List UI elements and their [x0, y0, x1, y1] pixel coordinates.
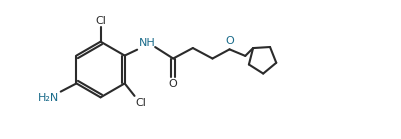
Text: Cl: Cl [136, 98, 147, 107]
Text: O: O [225, 36, 234, 46]
Text: H₂N: H₂N [38, 93, 59, 103]
Text: Cl: Cl [95, 16, 106, 26]
Text: NH: NH [138, 38, 155, 48]
Text: O: O [169, 79, 178, 89]
